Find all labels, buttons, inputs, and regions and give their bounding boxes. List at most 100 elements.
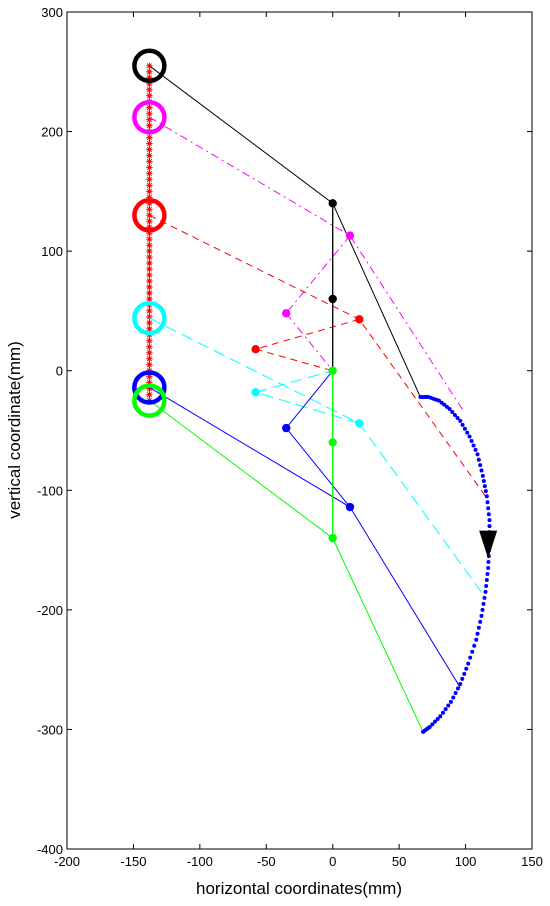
path-point-25 xyxy=(476,457,481,462)
joint-dot-1 xyxy=(345,231,355,240)
rail-marker-22 xyxy=(146,265,153,273)
x-tick-label-0: -200 xyxy=(54,854,80,869)
direction-arrow xyxy=(479,530,498,559)
path-point-44 xyxy=(486,566,491,571)
path-point-75 xyxy=(430,722,435,727)
linkage-link-a-2 xyxy=(255,318,360,350)
rail-marker-25 xyxy=(146,247,153,255)
path-point-33 xyxy=(485,500,490,505)
slider-ring-2 xyxy=(132,198,167,233)
linkage-arm-4 xyxy=(149,387,461,688)
path-point-47 xyxy=(484,583,489,588)
path-point-29 xyxy=(481,479,486,484)
rail-marker-19 xyxy=(146,283,153,291)
path-point-73 xyxy=(435,716,440,721)
x-tick-label-1: -150 xyxy=(120,854,146,869)
rail-marker-17 xyxy=(146,295,153,303)
path-point-20 xyxy=(467,434,472,439)
mid-dot-4 xyxy=(282,423,291,433)
path-point-48 xyxy=(483,589,488,594)
rail-marker-43 xyxy=(146,140,153,147)
path-point-54 xyxy=(476,625,481,630)
origin-dot xyxy=(328,366,337,375)
rail-marker-49 xyxy=(146,104,153,111)
y-tick-label-1: -300 xyxy=(37,722,63,737)
path-point-17 xyxy=(460,422,465,427)
y-tick-label-3: -100 xyxy=(37,483,63,498)
path-point-12 xyxy=(447,406,452,411)
slider-ring-1 xyxy=(132,99,167,135)
mid-dot-3 xyxy=(251,388,260,397)
path-point-52 xyxy=(479,613,484,618)
path-point-50 xyxy=(481,601,486,606)
rail-marker-52 xyxy=(146,86,153,93)
y-tick-label-2: -200 xyxy=(37,603,63,618)
path-point-28 xyxy=(480,473,485,478)
mid-dot-2 xyxy=(251,344,260,354)
slider-ring-4 xyxy=(132,370,167,405)
rail-marker-12 xyxy=(146,325,153,333)
linkage-link-b-1 xyxy=(285,313,334,372)
linkage-link-a-4 xyxy=(285,427,351,508)
path-point-45 xyxy=(485,571,490,576)
linkage-link-b-2 xyxy=(255,348,333,372)
path-point-16 xyxy=(458,418,463,423)
linkage-link-b-4 xyxy=(285,370,334,429)
rail-marker-7 xyxy=(146,355,153,362)
joint-dot-0 xyxy=(328,199,337,208)
rail-marker-1 xyxy=(146,391,153,398)
path-point-57 xyxy=(472,643,477,648)
rail-marker-27 xyxy=(146,235,153,243)
chart-marks xyxy=(132,48,498,734)
linkage-arm-2 xyxy=(149,214,486,497)
joint-dot-2 xyxy=(355,315,364,324)
linkage-link-a-1 xyxy=(285,235,351,314)
path-point-26 xyxy=(478,463,483,468)
rail-marker-39 xyxy=(146,164,153,171)
path-point-34 xyxy=(486,506,491,511)
rail-marker-8 xyxy=(146,349,153,356)
rail-marker-23 xyxy=(146,259,153,267)
path-point-31 xyxy=(483,489,488,494)
rail-marker-18 xyxy=(146,289,153,297)
rail-marker-37 xyxy=(146,176,153,183)
path-point-55 xyxy=(475,631,480,636)
slider-ring-3 xyxy=(132,300,167,336)
path-point-74 xyxy=(433,719,438,724)
slider-ring-5 xyxy=(132,383,167,418)
rail-marker-10 xyxy=(146,337,153,345)
joint-dot-4 xyxy=(345,502,355,512)
path-point-13 xyxy=(450,409,455,414)
path-point-59 xyxy=(468,655,473,660)
mid-dot-1 xyxy=(282,309,291,318)
x-axis-label: horizontal coordinates(mm) xyxy=(196,879,402,898)
rail-marker-6 xyxy=(146,361,153,368)
joint-dot-5 xyxy=(328,533,337,543)
path-point-67 xyxy=(451,695,456,700)
path-point-58 xyxy=(470,649,475,654)
rail-marker-55 xyxy=(146,68,153,75)
x-tick-label-7: 150 xyxy=(521,854,543,869)
path-point-15 xyxy=(455,415,460,420)
mid-dot-0 xyxy=(328,294,337,304)
rail-marker-35 xyxy=(146,188,153,195)
path-point-80 xyxy=(421,729,426,734)
path-point-51 xyxy=(480,607,485,612)
path-point-68 xyxy=(448,699,453,704)
path-point-22 xyxy=(471,443,476,448)
y-tick-label-7: 300 xyxy=(41,5,63,20)
rail-marker-20 xyxy=(146,277,153,285)
path-point-71 xyxy=(440,710,445,715)
path-point-21 xyxy=(469,438,474,443)
rail-marker-42 xyxy=(146,146,153,153)
path-point-49 xyxy=(482,595,487,600)
y-tick-label-4: 0 xyxy=(56,364,63,379)
path-point-61 xyxy=(464,666,469,671)
linkage-arm-3 xyxy=(149,317,486,599)
x-tick-label-3: -50 xyxy=(257,854,276,869)
path-point-56 xyxy=(474,637,479,642)
path-point-30 xyxy=(482,484,487,489)
path-point-24 xyxy=(475,452,480,457)
rail-marker-48 xyxy=(146,110,153,117)
